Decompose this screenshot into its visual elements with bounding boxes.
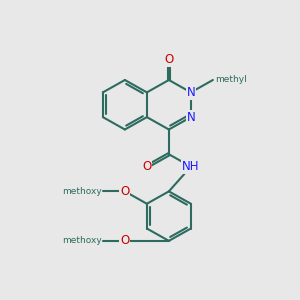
Text: O: O [120,185,130,198]
Text: N: N [187,86,195,99]
Text: O: O [142,160,152,173]
Text: O: O [164,53,173,66]
Text: methyl: methyl [215,76,247,85]
Text: N: N [187,111,195,124]
Text: O: O [120,234,130,248]
Text: methoxy: methoxy [62,236,101,245]
Text: NH: NH [182,160,200,173]
Text: methoxy: methoxy [62,187,101,196]
